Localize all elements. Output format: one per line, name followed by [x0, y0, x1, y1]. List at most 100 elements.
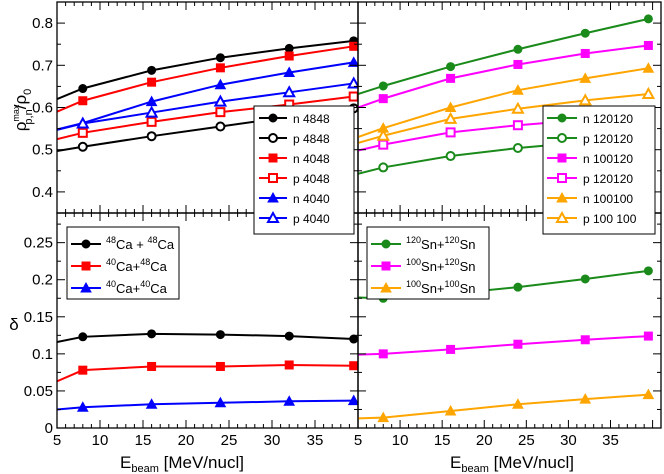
legend-label: p 100 100 — [583, 212, 637, 226]
y-tick-label: 0.6 — [32, 100, 53, 117]
data-point — [378, 162, 389, 173]
legend-label: 48Ca + 48Ca — [106, 235, 175, 252]
plot-area — [57, 329, 358, 412]
x-axis-label-left: Ebeam [MeV/nucl] — [120, 453, 244, 474]
x-tick-label: 35 — [307, 432, 324, 449]
x-tick-label: 25 — [518, 432, 535, 449]
legend-label: 40Ca+48Ca — [106, 257, 168, 274]
data-point — [147, 65, 157, 75]
data-point — [282, 85, 296, 98]
data-point — [145, 398, 158, 409]
legend-top-left: n 4848 p 4848 n 4048 p 4048 n 4040 p 404… — [253, 105, 355, 235]
data-point — [77, 141, 88, 152]
data-point — [580, 274, 590, 284]
legend-box — [253, 105, 355, 235]
legend-marker — [557, 113, 567, 123]
x-tick-label: 35 — [602, 432, 619, 449]
data-point — [512, 84, 524, 95]
data-point — [215, 63, 225, 73]
legend-label: 40Ca+40Ca — [106, 279, 168, 296]
x-tick-label: 5 — [53, 432, 61, 449]
data-point — [580, 335, 590, 345]
legend-label: n 120120 — [583, 112, 633, 126]
data-point — [445, 127, 456, 138]
data-point — [578, 93, 592, 106]
y-tick-label: 0.7 — [32, 57, 53, 74]
x-tick-label: 10 — [392, 432, 409, 449]
data-point — [444, 404, 457, 416]
legend-marker — [380, 281, 392, 293]
data-point — [349, 361, 358, 371]
data-point — [78, 332, 88, 342]
legend-label: p 4048 — [293, 172, 330, 186]
series-line — [57, 363, 354, 383]
x-tick-label: 30 — [264, 432, 281, 449]
y-tick-label: 0.15 — [24, 309, 53, 326]
legend-marker — [268, 133, 278, 143]
x-tick-label: 25 — [221, 432, 238, 449]
x-tick-label: 10 — [92, 432, 109, 449]
y-tick-label: 0.8 — [32, 15, 53, 32]
x-tick-label: 20 — [178, 432, 195, 449]
data-point — [446, 62, 456, 72]
data-point — [349, 334, 358, 344]
data-point — [214, 396, 227, 408]
legend-marker — [268, 113, 278, 123]
y-tick-label: 0.05 — [24, 383, 53, 400]
y-tick-label: 0.1 — [32, 346, 53, 363]
data-point — [643, 14, 653, 24]
legend-marker — [268, 173, 278, 183]
data-point — [283, 395, 296, 406]
data-point — [378, 139, 389, 150]
data-point — [347, 76, 358, 89]
legend-label: n 4848 — [293, 112, 330, 126]
data-point — [512, 120, 523, 131]
data-point — [376, 128, 390, 141]
y-tick-label: 0 — [45, 420, 53, 437]
data-point — [214, 78, 227, 90]
data-point — [78, 365, 88, 375]
data-point — [147, 361, 157, 371]
x-tick-label: 5 — [354, 432, 362, 449]
data-point — [642, 62, 655, 73]
data-point — [347, 394, 358, 406]
y-tick-label: 0.4 — [32, 184, 53, 201]
legend-marker — [81, 239, 91, 249]
legend-marker — [80, 281, 92, 293]
data-point — [511, 101, 525, 114]
series-line — [358, 67, 649, 138]
series-line — [57, 39, 354, 100]
data-point — [446, 73, 456, 83]
y-tick-label: 0.25 — [24, 235, 53, 252]
data-point — [284, 51, 294, 61]
top-y-axis-label: ρmax p,n/ρ0 — [11, 89, 35, 132]
series-line — [358, 393, 649, 420]
x-tick-label: 15 — [135, 432, 152, 449]
legend-marker — [266, 210, 280, 223]
legend-label: 120Sn+120Sn — [406, 235, 475, 252]
legend-marker — [81, 261, 91, 271]
data-point — [215, 107, 226, 118]
legend-label: p 120120 — [583, 172, 633, 186]
legend-label: p 4040 — [293, 212, 330, 226]
legend-top-right: n 120120 p 120120 n 100120 p 120120 n 10… — [542, 105, 656, 235]
data-point — [78, 84, 88, 94]
y-tick-label: 0.5 — [32, 142, 53, 159]
data-point — [215, 330, 225, 340]
data-point — [580, 28, 590, 38]
legend-marker — [381, 261, 391, 271]
data-point — [349, 41, 358, 51]
data-point — [378, 349, 388, 359]
data-point — [579, 393, 592, 404]
x-tick-label: 30 — [560, 432, 577, 449]
legend-marker — [381, 239, 391, 249]
series-line — [57, 332, 354, 343]
x-tick-label: 15 — [434, 432, 451, 449]
data-point — [284, 331, 294, 341]
series-line — [358, 17, 649, 95]
data-point — [147, 77, 157, 87]
data-point — [144, 105, 159, 118]
legend-label: 100Sn+120Sn — [406, 257, 475, 274]
legend-marker — [557, 153, 567, 163]
